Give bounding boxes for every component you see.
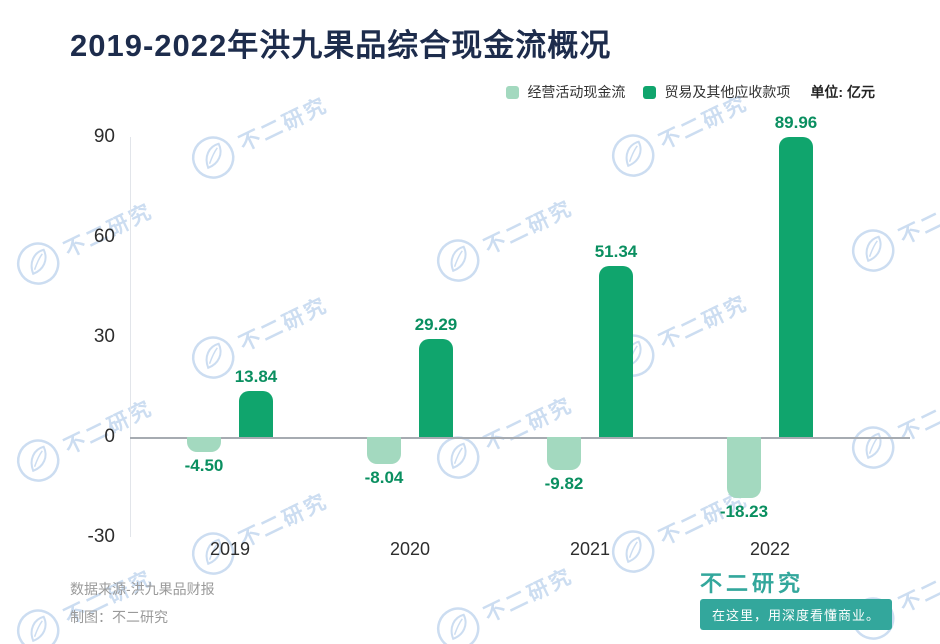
leaf-badge-icon: [436, 436, 480, 479]
legend-label-operating-cashflow: 经营活动现金流: [527, 84, 626, 100]
leaf-badge-icon: [611, 530, 655, 573]
leaf-badge-icon: [851, 229, 895, 272]
value-label-2021-series2: 51.34: [594, 241, 638, 261]
leaf-badge-icon: [16, 439, 60, 482]
y-tick-label: 90: [93, 126, 115, 147]
bar-2019-series1: [187, 437, 221, 452]
watermark-logo: 不二研究: [602, 80, 756, 187]
bar-2022-series2: [779, 137, 813, 437]
leaf-badge-icon: [16, 242, 60, 285]
watermark-logo: 不二研究: [602, 476, 756, 583]
watermark-logo: 不二研究: [182, 82, 336, 189]
bar-2022-series1: [727, 437, 761, 498]
watermark-logo: 不二研究: [7, 555, 161, 644]
y-axis: 90 60 30 0 -30: [40, 126, 115, 547]
y-tick-label: -30: [87, 526, 115, 547]
x-tick-label-2020: 2020: [389, 539, 431, 559]
leaf-badge-icon: [436, 239, 480, 282]
credit-note: 制图：不二研究: [70, 609, 168, 625]
plot-area: -4.50 13.84 2019 -8.04 29.29 2020 -9.82 51.34 20…: [130, 113, 910, 559]
watermark-text: 不二研究: [480, 564, 578, 628]
watermark-logo: 不二研究: [182, 282, 336, 389]
leaf-badge-icon: [436, 607, 480, 644]
legend-swatch-operating-cashflow: [506, 85, 520, 99]
leaf-badge-icon: [191, 532, 235, 575]
watermark-logo: 不二研究: [427, 185, 581, 292]
bar-2020-series2: [419, 339, 453, 437]
x-tick-label-2021: 2021: [569, 539, 611, 559]
value-label-2022-series2: 89.96: [774, 113, 818, 133]
y-axis-line: [130, 137, 131, 537]
watermark-logo: 不二研究: [427, 553, 581, 644]
watermark-logo: 不二研究: [7, 188, 161, 295]
y-tick-label: 60: [93, 226, 115, 247]
y-tick-label: 0: [104, 426, 115, 447]
leaf-badge-icon: [16, 609, 60, 644]
brand-name: 不二研究: [700, 571, 805, 596]
y-tick-label: 30: [93, 326, 115, 347]
watermark-logo: 不二研究: [7, 385, 161, 492]
value-label-2022-series1: -18.23: [719, 501, 769, 521]
leaf-badge-icon: [191, 136, 235, 179]
unit-label: 单位: 亿元: [810, 84, 875, 100]
data-source-note: 数据来源-洪九果品财报: [70, 581, 215, 597]
bar-2021-series2: [599, 265, 633, 437]
bar-2021-series1: [547, 437, 581, 470]
chart-title: 2019-2022年洪九果品综合现金流概况: [70, 28, 612, 63]
value-label-2020-series2: 29.29: [414, 315, 458, 335]
legend-swatch-trade-receivables: [643, 85, 657, 99]
watermark-text: 不二研究: [895, 554, 940, 618]
x-tick-label-2019: 2019: [209, 539, 251, 559]
value-label-2019-series2: 13.84: [234, 366, 278, 386]
brand-slogan-banner: 在这里，用深度看懂商业。: [700, 599, 893, 630]
leaf-badge-icon: [191, 336, 235, 379]
value-label-2019-series1: -4.50: [184, 456, 224, 475]
x-tick-label-2022: 2022: [749, 539, 791, 559]
watermark-logo: 不二研究: [182, 478, 336, 585]
leaf-badge-icon: [611, 134, 655, 177]
legend-label-trade-receivables: 贸易及其他应收款项: [664, 84, 791, 100]
chart-legend: 经营活动现金流 贸易及其他应收款项 单位: 亿元: [506, 82, 875, 102]
bar-2020-series1: [367, 437, 401, 464]
watermark-logo: 不二研究: [427, 382, 581, 489]
zero-baseline: [130, 437, 910, 439]
value-label-2021-series1: -9.82: [544, 473, 584, 493]
bar-2019-series2: [239, 390, 273, 437]
watermark-logo: 不二研究: [842, 175, 940, 282]
value-label-2020-series1: -8.04: [364, 467, 404, 487]
